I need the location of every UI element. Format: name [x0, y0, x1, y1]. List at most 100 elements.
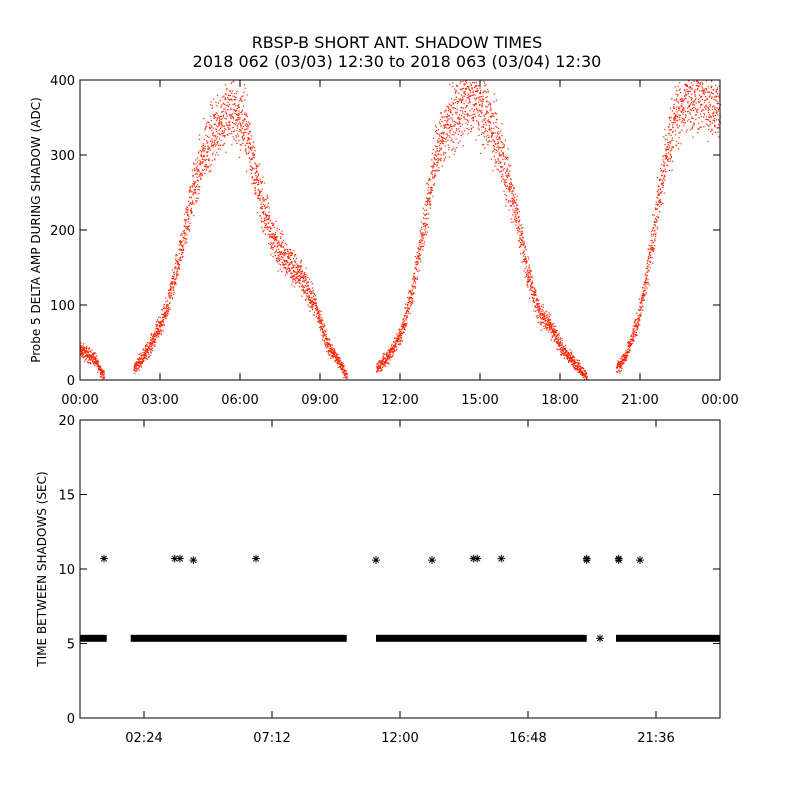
- amp-point: [432, 170, 434, 172]
- amp-point: [305, 267, 307, 269]
- amp-point: [483, 119, 485, 121]
- amp-point: [273, 226, 275, 229]
- amp-point: [218, 144, 220, 146]
- amp-point: [475, 81, 477, 83]
- amp-point: [568, 360, 570, 362]
- amp-point: [439, 141, 441, 143]
- amp-point: [251, 183, 253, 185]
- amp-point: [181, 253, 183, 255]
- amp-point: [501, 170, 503, 172]
- amp-point: [214, 159, 216, 161]
- amp-point: [285, 254, 287, 256]
- amp-point: [211, 129, 213, 131]
- amp-point: [478, 115, 480, 117]
- amp-point: [266, 218, 268, 220]
- amp-point: [276, 257, 278, 259]
- amp-point: [324, 329, 326, 331]
- amp-point: [623, 354, 625, 356]
- amp-point: [264, 205, 266, 207]
- amp-point: [425, 214, 427, 216]
- amp-point: [323, 340, 325, 342]
- amp-point: [83, 349, 85, 351]
- amp-point: [424, 203, 426, 205]
- amp-point: [309, 278, 311, 280]
- amp-point: [153, 335, 155, 337]
- amp-point: [319, 310, 321, 312]
- amp-point: [259, 178, 261, 180]
- amp-point: [669, 142, 671, 144]
- amp-point: [651, 246, 653, 248]
- amp-point: [388, 362, 390, 364]
- amp-point: [467, 94, 469, 96]
- amp-point: [437, 133, 439, 135]
- amp-point: [102, 378, 104, 380]
- amp-point: [536, 300, 538, 302]
- amp-point: [558, 335, 560, 337]
- amp-point: [155, 328, 157, 330]
- amp-point: [279, 268, 281, 270]
- amp-point: [278, 242, 280, 244]
- amp-point: [509, 164, 511, 166]
- amp-point: [252, 169, 254, 171]
- amp-point: [453, 134, 455, 136]
- amp-point: [187, 211, 189, 213]
- amp-point: [481, 102, 483, 104]
- amp-point: [269, 226, 271, 228]
- amp-point: [430, 172, 432, 174]
- amp-point: [670, 141, 672, 143]
- amp-point: [219, 118, 221, 120]
- amp-point: [450, 123, 452, 125]
- amp-point: [496, 126, 498, 129]
- amp-point: [551, 331, 553, 333]
- amp-point: [496, 99, 498, 101]
- amp-point: [660, 174, 662, 176]
- amp-point: [540, 318, 542, 320]
- amp-point: [427, 198, 429, 200]
- amp-point: [274, 239, 276, 242]
- amp-point: [189, 188, 191, 190]
- amp-point: [460, 134, 462, 137]
- amp-point: [677, 116, 679, 118]
- amp-point: [83, 343, 85, 345]
- amp-point: [520, 238, 522, 240]
- amp-point: [234, 98, 236, 100]
- amp-point: [662, 181, 664, 183]
- amp-point: [679, 115, 682, 117]
- amp-point: [177, 263, 179, 265]
- amp-point: [210, 101, 212, 103]
- amp-point: [539, 321, 541, 323]
- amp-point: [559, 337, 561, 339]
- amp-point: [481, 104, 483, 106]
- amp-point: [516, 209, 518, 212]
- amp-point: [391, 348, 393, 350]
- amp-point: [282, 246, 284, 249]
- amp-point: [467, 113, 469, 115]
- amp-point: [628, 342, 630, 344]
- amp-point: [284, 252, 286, 254]
- amp-point: [304, 273, 306, 276]
- amp-point: [273, 238, 276, 240]
- amp-point: [562, 346, 564, 348]
- amp-point: [660, 204, 662, 206]
- amp-point: [531, 282, 533, 284]
- amp-point: [194, 173, 196, 175]
- amp-point: [490, 103, 492, 105]
- amp-point: [485, 84, 487, 86]
- amp-point: [336, 358, 338, 360]
- amp-point: [198, 171, 200, 173]
- amp-point: [306, 295, 308, 297]
- amp-point: [299, 268, 302, 270]
- amp-point: [264, 222, 266, 224]
- amp-point: [309, 299, 311, 301]
- amp-point: [150, 342, 152, 344]
- amp-point: [647, 260, 649, 262]
- amp-point: [334, 350, 336, 352]
- amp-point: [550, 323, 552, 325]
- amp-point: [419, 249, 421, 251]
- amp-point: [326, 341, 329, 344]
- amp-point: [160, 322, 162, 324]
- amp-point: [208, 126, 211, 129]
- amp-point: [275, 237, 277, 239]
- amp-point: [484, 147, 486, 149]
- amp-point: [514, 197, 516, 199]
